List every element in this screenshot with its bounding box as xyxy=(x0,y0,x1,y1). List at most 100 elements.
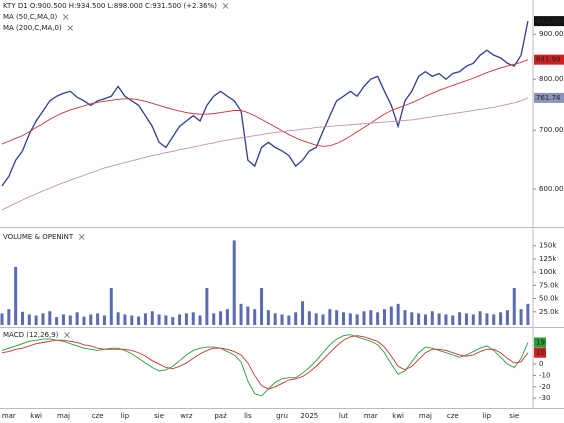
bar xyxy=(75,312,79,325)
bar xyxy=(355,314,359,325)
x-tick-label: paź xyxy=(214,412,227,420)
price-tag xyxy=(534,347,546,358)
y-tick-label: -20 xyxy=(539,383,550,391)
bar xyxy=(526,303,530,325)
bar xyxy=(314,313,318,325)
bar xyxy=(20,311,24,325)
pane-title: VOLUME & OPENINT xyxy=(3,233,74,241)
price-tag-label: 931.500 xyxy=(536,17,564,25)
bar xyxy=(287,315,291,325)
y-tick-label: 25.0k xyxy=(539,308,560,316)
bar xyxy=(499,312,503,325)
bar xyxy=(191,312,195,325)
bar xyxy=(471,314,475,325)
bar xyxy=(505,310,509,325)
x-tick-label: cze xyxy=(92,412,104,420)
bar xyxy=(321,314,325,325)
bar xyxy=(294,312,298,325)
legend-entry: MA (200,C,MA,0) xyxy=(3,24,62,32)
bar xyxy=(184,313,188,325)
y-tick-label: 150k xyxy=(539,242,557,250)
x-tick-label: maj xyxy=(57,412,70,420)
y-tick-label: 125k xyxy=(539,255,557,263)
bar xyxy=(328,309,332,325)
price-tag xyxy=(534,92,564,103)
x-tick-label: gru xyxy=(276,412,288,420)
y-tick-label: 0 xyxy=(539,360,543,368)
y-tick-label: 50.0k xyxy=(539,295,560,303)
bar xyxy=(61,314,65,325)
bar xyxy=(137,316,141,325)
y-tick-label: 800.000 xyxy=(539,75,564,83)
bar xyxy=(478,311,482,325)
bar xyxy=(48,311,52,325)
bar xyxy=(102,315,106,325)
bar xyxy=(423,314,427,325)
price-tag xyxy=(534,16,564,27)
x-tick-label: lis xyxy=(244,412,252,420)
bar xyxy=(301,301,305,325)
bar xyxy=(362,311,366,325)
bar xyxy=(96,313,100,325)
y-tick-label: 75.0k xyxy=(539,281,560,289)
bar xyxy=(410,312,414,325)
bar xyxy=(109,288,113,325)
bar xyxy=(451,315,455,325)
x-tick-label: lip xyxy=(483,412,492,420)
price-tag xyxy=(534,54,564,65)
bar xyxy=(444,314,448,325)
bar xyxy=(266,310,270,325)
bar xyxy=(157,314,161,325)
bar xyxy=(376,312,380,325)
price-tag-label: 19 xyxy=(536,339,545,347)
bar xyxy=(512,288,516,325)
series-line xyxy=(1,97,529,211)
bar xyxy=(123,314,127,325)
bar xyxy=(403,310,407,325)
bar xyxy=(34,315,38,325)
bar xyxy=(55,317,59,325)
bar xyxy=(492,314,496,325)
x-tick-label: lut xyxy=(339,412,348,420)
x-tick-label: lip xyxy=(121,412,130,420)
bar xyxy=(280,314,284,325)
bar xyxy=(273,313,277,325)
bar xyxy=(150,311,154,325)
y-tick-label: 600.000 xyxy=(539,185,564,193)
bar xyxy=(232,240,236,325)
bar xyxy=(41,313,45,325)
close-icon xyxy=(222,3,229,9)
x-tick-label: kwi xyxy=(30,412,42,420)
x-tick-label: kwi xyxy=(392,412,404,420)
bar xyxy=(437,313,441,325)
bar xyxy=(342,312,345,325)
bar xyxy=(239,303,243,325)
bar xyxy=(14,266,18,325)
bar xyxy=(116,312,120,325)
close-icon xyxy=(64,332,70,338)
bar xyxy=(458,312,462,325)
y-tick-label: -30 xyxy=(539,394,550,402)
x-tick-label: mar xyxy=(2,412,16,420)
bar xyxy=(430,311,434,325)
bar xyxy=(417,313,421,325)
bar xyxy=(246,306,250,325)
bar xyxy=(164,315,168,325)
bar xyxy=(348,313,352,325)
bar xyxy=(389,306,393,325)
pane-title: KTY D1 O:900.500 H:934.500 L:898.000 C:9… xyxy=(3,2,217,10)
x-tick-label: sie xyxy=(509,412,519,420)
bar xyxy=(68,315,72,325)
bar xyxy=(485,313,489,325)
y-tick-label: 700.000 xyxy=(539,126,564,134)
x-tick-label: mar xyxy=(364,412,378,420)
bar xyxy=(382,309,386,325)
bar xyxy=(178,314,182,325)
pane-title: MACD (12,26,9) xyxy=(3,331,59,339)
legend-entry: MA (50,C,MA,0) xyxy=(3,13,58,21)
close-icon xyxy=(78,234,85,240)
price-tag-label: 10 xyxy=(536,349,545,357)
bar xyxy=(464,313,468,325)
bar xyxy=(335,310,339,325)
